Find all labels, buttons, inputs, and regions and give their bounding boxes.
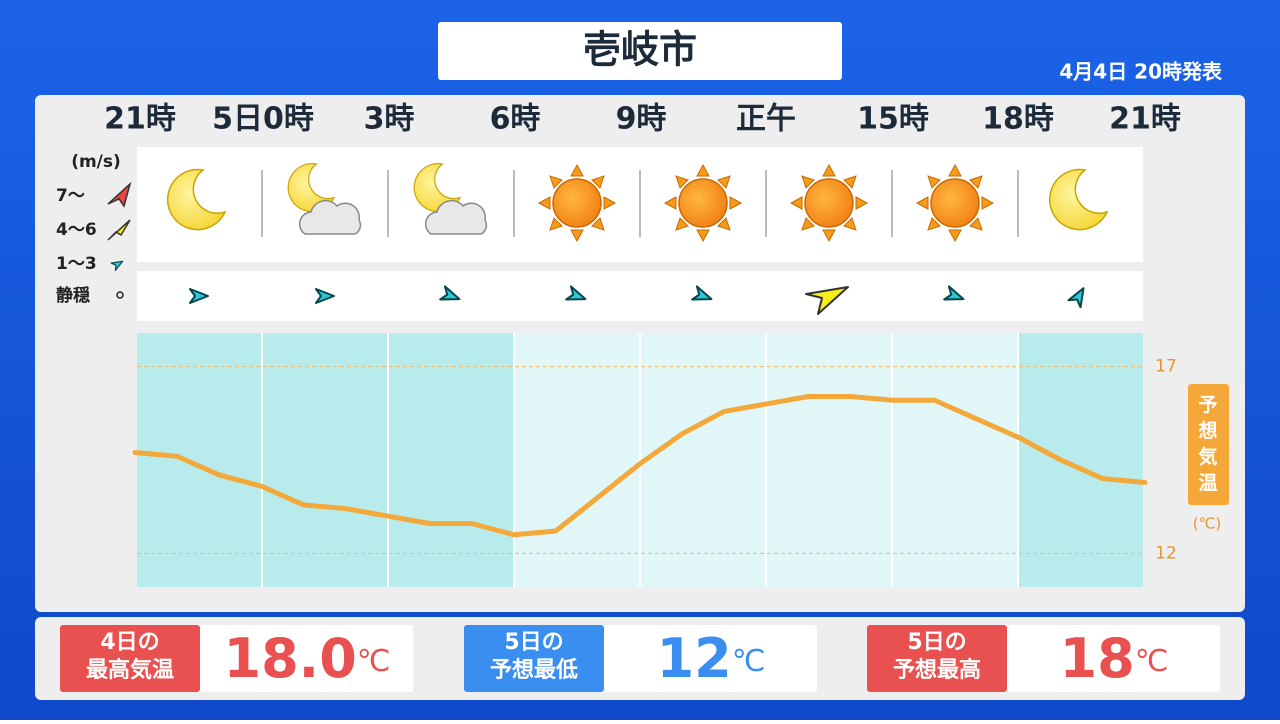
y-tick-label: 12	[1155, 543, 1177, 563]
calm-symbol	[116, 291, 124, 299]
title: 壱岐市	[583, 28, 697, 72]
summary-value-text: 18.0℃	[224, 627, 391, 690]
y-unit: (℃)	[1193, 515, 1222, 533]
time-label: 9時	[616, 102, 667, 137]
time-label: 6時	[490, 102, 541, 137]
time-label: 正午	[736, 102, 796, 137]
issued-time: 4月4日 20時発表	[1059, 60, 1223, 84]
wind-level: 4〜6	[56, 220, 97, 240]
summary-label: 4日の	[100, 630, 159, 655]
summary-label: 最高気温	[86, 657, 174, 683]
summary-label: 予想最高	[893, 657, 981, 683]
summary-value-text: 18℃	[1060, 627, 1169, 690]
wind-unit: (m/s)	[71, 152, 121, 172]
temperature-line	[132, 394, 1148, 538]
summary-value: 18	[1060, 627, 1135, 690]
wind-level: 静穏	[56, 285, 90, 306]
icon-sun	[664, 164, 742, 242]
wind-row	[137, 271, 1143, 321]
summary-value-text: 12℃	[657, 627, 766, 690]
summary-label-box	[464, 625, 604, 692]
title-box	[438, 22, 842, 80]
summary-unit: ℃	[357, 644, 391, 679]
summary-unit: ℃	[732, 644, 766, 679]
weather-separators	[261, 170, 1019, 237]
summary-label: 5日の	[907, 630, 966, 655]
time-label: 5日0時	[212, 102, 314, 137]
y-tick-label: 17	[1155, 357, 1177, 377]
summary-label: 5日の	[504, 630, 563, 655]
icon-sun	[916, 164, 994, 242]
summary-unit: ℃	[1135, 644, 1169, 679]
summary-value: 18.0	[224, 627, 357, 690]
wind-arrow-strong	[805, 286, 849, 315]
summary-value: 12	[657, 627, 732, 690]
time-label: 3時	[364, 102, 415, 137]
summary-label-box	[867, 625, 1007, 692]
chart-background	[137, 333, 1143, 587]
icon-sun	[538, 164, 616, 242]
wind-legend: (m/s) 7〜 4〜6 1〜3 静穏	[56, 152, 132, 306]
time-label: 21時	[1109, 102, 1181, 137]
legend-arrow-yellow	[107, 219, 131, 241]
y-label-box	[1188, 384, 1229, 505]
wind-level: 1〜3	[56, 254, 97, 274]
summary-label: 予想最低	[490, 658, 578, 683]
legend-arrow-red	[107, 181, 132, 208]
wind-level: 7〜	[56, 186, 85, 206]
y-axis-label: 予想気温	[1198, 394, 1217, 494]
summary-label-box	[60, 625, 200, 692]
time-label: 18時	[982, 102, 1054, 137]
wind-arrows	[189, 283, 1091, 315]
time-label: 15時	[857, 102, 929, 137]
time-label: 21時	[104, 102, 176, 137]
icon-sun	[790, 164, 868, 242]
